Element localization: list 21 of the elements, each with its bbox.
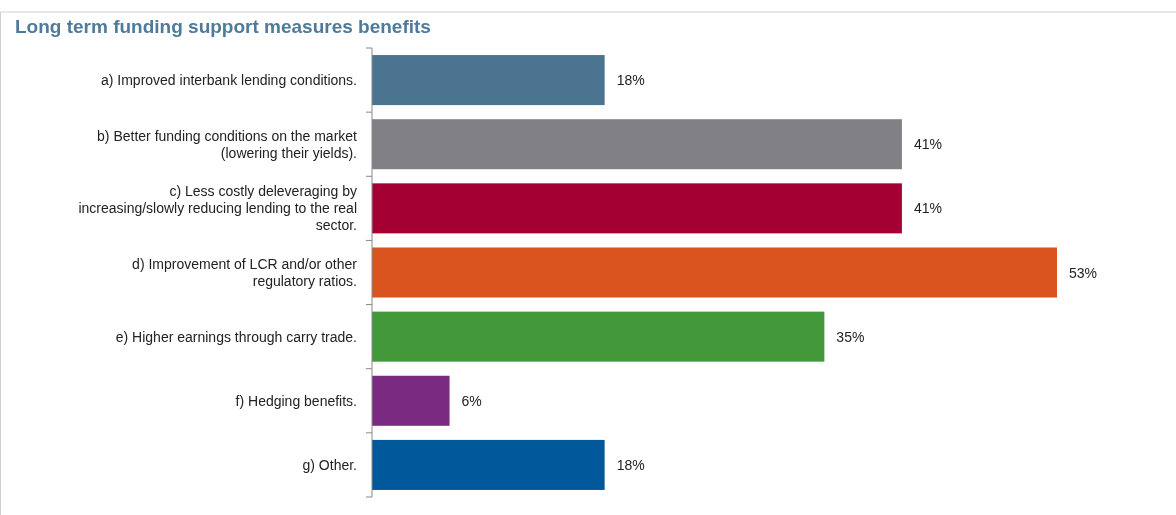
y-tick-label: g) Other. <box>302 456 357 473</box>
bar <box>372 375 450 426</box>
bar <box>372 439 605 490</box>
data-label: 6% <box>461 392 482 409</box>
data-label: 41% <box>913 200 942 217</box>
y-tick-label: a) Improved interbank lending conditions. <box>100 72 357 89</box>
data-label: 41% <box>913 136 942 153</box>
bar <box>372 247 1057 298</box>
y-tick-label: e) Higher earnings through carry trade. <box>115 328 357 345</box>
chart-title: Long term funding support measures benefits <box>15 16 431 37</box>
y-tick-label: f) Hedging benefits. <box>235 392 357 409</box>
bar <box>372 311 825 362</box>
data-label: 35% <box>836 328 865 345</box>
data-label: 18% <box>616 456 645 473</box>
bar <box>372 183 902 234</box>
y-tick-label: c) Less costly deleveraging by increasing/slowly reducing lending to the real sector. <box>78 183 357 234</box>
y-tick-label: d) Improvement of LCR and/or other regulatory ratios. <box>132 256 358 289</box>
data-label: 18% <box>616 72 645 89</box>
y-tick-label: b) Better funding conditions on the market (lowering their yields). <box>97 127 358 161</box>
bar <box>372 55 605 106</box>
data-label: 53% <box>1069 264 1098 281</box>
